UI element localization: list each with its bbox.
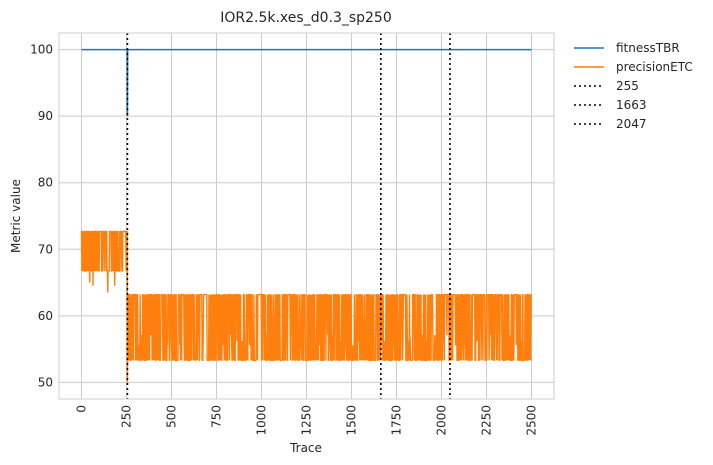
x-axis-label: Trace: [289, 441, 322, 455]
x-tick-label: 250: [120, 405, 134, 428]
legend: fitnessTBR precisionETC 255 1663 2047: [574, 41, 693, 131]
y-tick-label: 100: [30, 43, 53, 57]
plot-frame: [58, 32, 555, 400]
y-tick-label: 80: [38, 176, 53, 190]
x-tick-label: 2000: [435, 405, 449, 436]
y-tick-label: 50: [38, 375, 53, 389]
x-tick-label: 1750: [390, 405, 404, 436]
legend-label: precisionETC: [616, 60, 693, 74]
x-tick-label: 1250: [300, 405, 314, 436]
x-tick-label: 1000: [255, 405, 269, 436]
legend-label: 1663: [616, 98, 647, 112]
y-ticks: 50 60 70 80 90 100: [30, 43, 53, 390]
plot-series: [80, 48, 532, 383]
x-ticks: 0 250 500 750 1000 1250 1500 1750 2000 2250 2500: [75, 405, 539, 436]
x-tick-label: 1500: [345, 405, 359, 436]
y-tick-label: 60: [38, 309, 53, 323]
legend-label: 2047: [616, 117, 647, 131]
legend-label: fitnessTBR: [616, 41, 680, 55]
x-tick-label: 750: [210, 405, 224, 428]
y-axis-label: Metric value: [9, 179, 23, 253]
x-tick-label: 0: [75, 405, 89, 413]
x-tick-label: 2250: [480, 405, 494, 436]
legend-label: 255: [616, 79, 639, 93]
y-tick-label: 70: [38, 242, 53, 256]
series-fitnessTBR-line: [81, 48, 532, 117]
series-precisionETC-line: [80, 230, 532, 383]
vertical-markers: [126, 33, 451, 399]
y-tick-label: 90: [38, 109, 53, 123]
chart-title: IOR2.5k.xes_d0.3_sp250: [220, 10, 392, 26]
x-tick-label: 2500: [525, 405, 539, 436]
x-tick-label: 500: [165, 405, 179, 428]
